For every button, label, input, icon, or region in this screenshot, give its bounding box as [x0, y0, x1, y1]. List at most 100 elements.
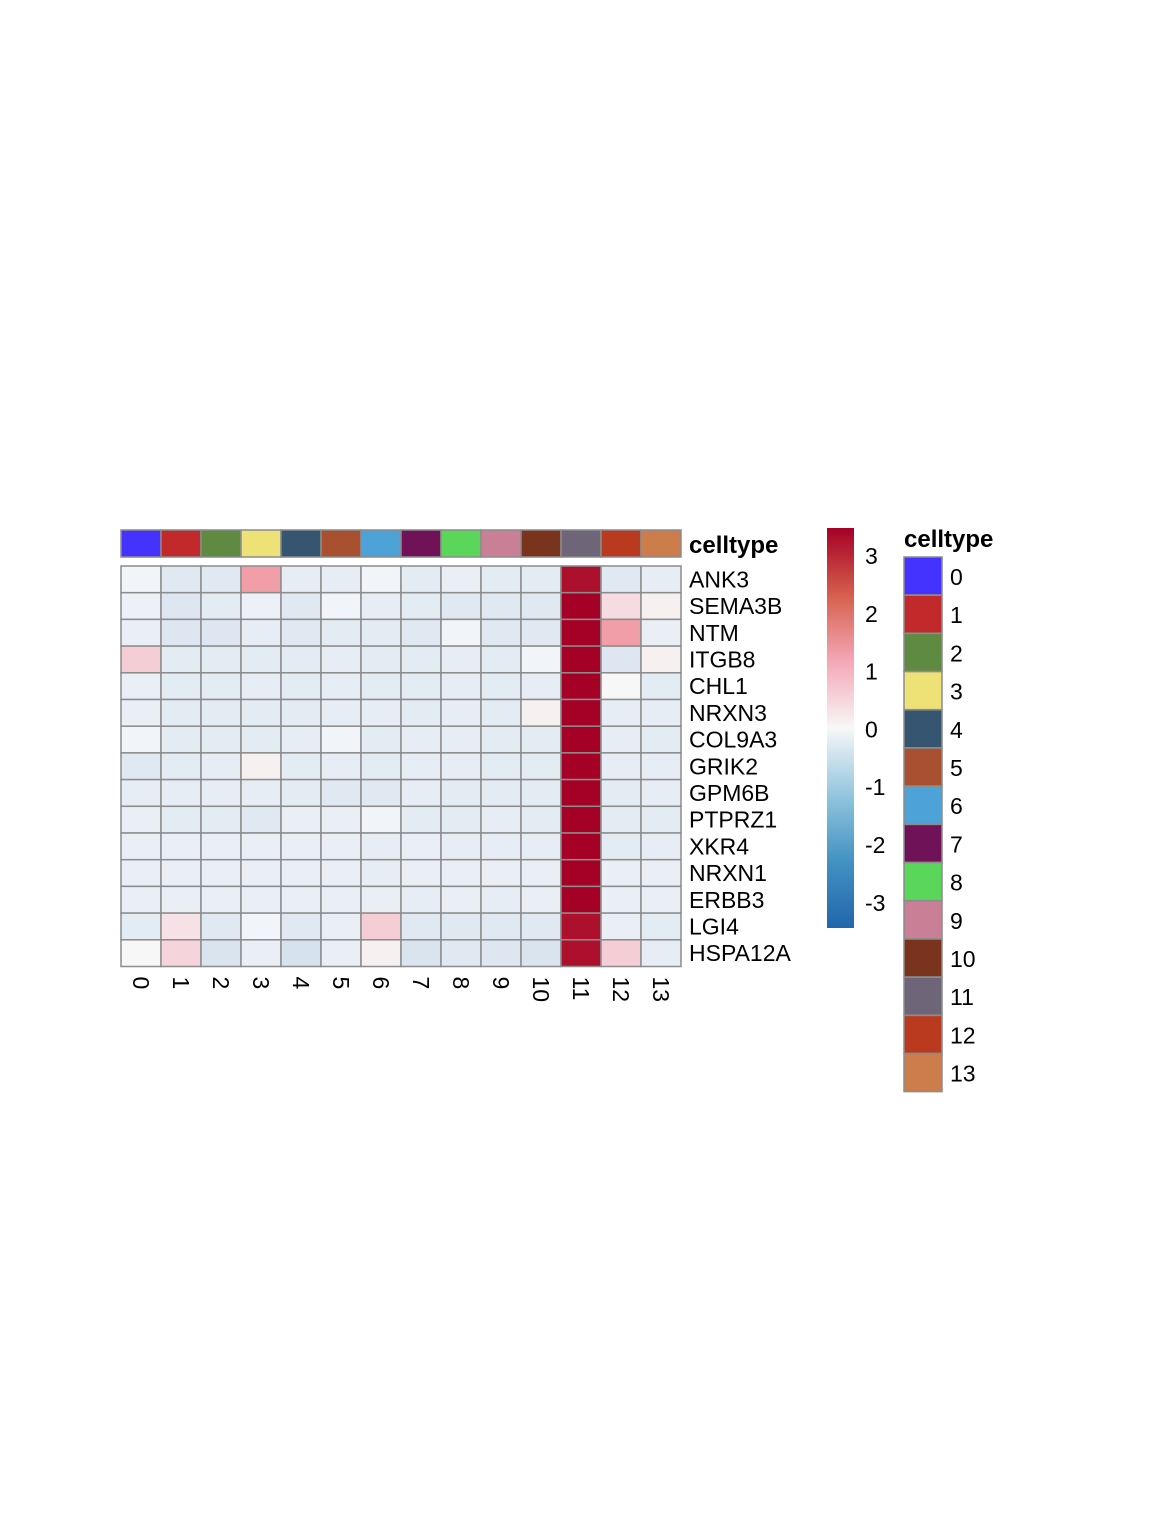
heatmap-cell	[160, 778, 202, 808]
annotation-cell	[560, 529, 602, 558]
heatmap-cell	[280, 832, 322, 861]
heatmap-cell	[440, 672, 482, 701]
row-label: SEMA3B	[689, 593, 782, 619]
colorbar-tick-label: -3	[865, 890, 885, 916]
colorbar-tick-label: 0	[865, 716, 878, 742]
legend-label: 10	[950, 946, 976, 972]
heatmap-cell	[480, 698, 522, 727]
legend-label: 11	[950, 984, 974, 1010]
heatmap-cell	[520, 858, 562, 888]
legend-swatch	[903, 556, 943, 596]
heatmap-cell	[200, 912, 242, 941]
heatmap-cell	[560, 725, 602, 754]
heatmap-cell	[520, 805, 562, 834]
heatmap-cell	[600, 565, 642, 594]
heatmap-cell	[480, 778, 522, 808]
heatmap-cell	[400, 645, 442, 674]
heatmap-cell	[520, 565, 562, 594]
heatmap-cell	[120, 778, 162, 808]
heatmap-cell	[400, 885, 442, 914]
heatmap-cell	[200, 618, 242, 647]
heatmap-cell	[320, 672, 362, 701]
heatmap-cell	[480, 752, 522, 781]
heatmap-cell	[200, 672, 242, 701]
legend-swatch	[903, 823, 943, 864]
column-label: 6	[368, 977, 394, 990]
heatmap-cell	[480, 912, 522, 941]
heatmap-cell	[360, 565, 402, 594]
heatmap-cell	[560, 672, 602, 701]
heatmap-cell	[520, 778, 562, 808]
heatmap-cell	[400, 832, 442, 861]
heatmap-cell	[120, 565, 162, 594]
heatmap-cell	[600, 778, 642, 808]
legend-swatch	[903, 632, 943, 673]
heatmap-cell	[600, 618, 642, 647]
column-label: 0	[128, 977, 154, 990]
heatmap-cell	[400, 912, 442, 941]
heatmap-cell	[600, 725, 642, 754]
heatmap-cell	[360, 672, 402, 701]
heatmap-cell	[480, 565, 522, 594]
legend-swatch	[903, 976, 943, 1016]
legend-label: 12	[950, 1022, 976, 1048]
heatmap-cell	[520, 912, 562, 941]
heatmap-cell	[440, 618, 482, 647]
heatmap-cell	[520, 618, 562, 647]
annotation-cell	[520, 529, 562, 558]
legend-swatch	[903, 747, 943, 787]
heatmap-cell	[440, 778, 482, 808]
heatmap-cell	[120, 752, 162, 781]
heatmap-cell	[640, 939, 682, 968]
heatmap-cell	[320, 645, 362, 674]
heatmap-cell	[160, 591, 202, 621]
heatmap-cell	[400, 591, 442, 621]
heatmap-cell	[240, 752, 282, 781]
heatmap-cell	[360, 591, 402, 621]
annotation-cell	[400, 529, 442, 558]
heatmap-cell	[640, 645, 682, 674]
heatmap-cell	[240, 698, 282, 727]
heatmap-cell	[400, 752, 442, 781]
legend-label: 3	[950, 679, 963, 705]
heatmap-cell	[120, 912, 162, 941]
heatmap-cell	[560, 832, 602, 861]
annotation-cell	[440, 529, 482, 558]
heatmap-cell	[280, 805, 322, 834]
heatmap-cell	[360, 698, 402, 727]
heatmap-cell	[400, 939, 442, 968]
colorbar-tick-label: -2	[865, 832, 885, 858]
legend-swatch	[903, 785, 943, 825]
heatmap-cell	[480, 725, 522, 754]
row-label: ERBB3	[689, 887, 764, 913]
heatmap-cell	[440, 912, 482, 941]
heatmap-cell	[200, 591, 242, 621]
heatmap-cell	[560, 885, 602, 914]
heatmap-cells	[120, 565, 682, 968]
legend-label: 7	[950, 831, 963, 857]
legend-label: 5	[950, 755, 963, 781]
heatmap-cell	[520, 698, 562, 727]
annotation-cell	[160, 529, 202, 558]
heatmap-cell	[120, 645, 162, 674]
legend-label: 13	[950, 1061, 976, 1087]
heatmap-cell	[320, 912, 362, 941]
heatmap-cell	[360, 858, 402, 888]
heatmap-cell	[400, 672, 442, 701]
heatmap-cell	[240, 645, 282, 674]
heatmap-cell	[360, 805, 402, 834]
heatmap-cell	[320, 885, 362, 914]
heatmap-cell	[360, 725, 402, 754]
legend-swatch	[903, 1014, 943, 1055]
heatmap-cell	[440, 752, 482, 781]
annotation-cell	[240, 529, 282, 558]
heatmap-cell	[160, 725, 202, 754]
heatmap-cell	[200, 752, 242, 781]
colorbar-tick-label: -1	[865, 774, 885, 800]
colorbar-gradient	[827, 528, 854, 928]
heatmap-cell	[280, 858, 322, 888]
row-label: NTM	[689, 620, 739, 646]
heatmap-cell	[640, 778, 682, 808]
heatmap-cell	[120, 618, 162, 647]
